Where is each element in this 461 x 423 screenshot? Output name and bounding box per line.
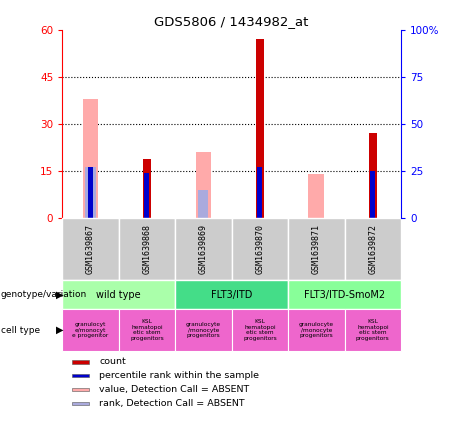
- Bar: [288, 280, 401, 309]
- Text: KSL
hematopoi
etic stem
progenitors: KSL hematopoi etic stem progenitors: [130, 319, 164, 341]
- Text: GSM1639872: GSM1639872: [368, 225, 378, 275]
- Text: cell type: cell type: [0, 422, 1, 423]
- Text: GSM1639869: GSM1639869: [199, 225, 208, 275]
- Bar: [83, 99, 98, 219]
- Bar: [175, 309, 231, 351]
- Bar: [72, 374, 89, 377]
- Text: FLT3/ITD-SmoM2: FLT3/ITD-SmoM2: [304, 290, 385, 299]
- Bar: [344, 219, 401, 280]
- Text: ▶: ▶: [56, 325, 64, 335]
- Text: count: count: [99, 357, 126, 366]
- Text: genotype/variation: genotype/variation: [0, 422, 1, 423]
- Bar: [143, 159, 151, 219]
- Bar: [62, 309, 118, 351]
- Text: GSM1639868: GSM1639868: [142, 225, 152, 275]
- Bar: [62, 219, 118, 280]
- Text: rank, Detection Call = ABSENT: rank, Detection Call = ABSENT: [99, 399, 245, 408]
- Bar: [257, 168, 262, 219]
- Bar: [118, 219, 175, 280]
- Text: ▶: ▶: [0, 422, 1, 423]
- Bar: [308, 174, 324, 219]
- Text: ▶: ▶: [0, 422, 1, 423]
- Text: cell type: cell type: [0, 422, 1, 423]
- Bar: [231, 219, 288, 280]
- Bar: [62, 280, 175, 309]
- Bar: [369, 134, 377, 219]
- Text: KSL
hematopoi
etic stem
progenitors: KSL hematopoi etic stem progenitors: [243, 319, 277, 341]
- Text: wild type: wild type: [96, 290, 141, 299]
- Bar: [144, 173, 149, 219]
- Text: granulocyte
/monocyte
progenitors: granulocyte /monocyte progenitors: [186, 322, 221, 338]
- Bar: [88, 168, 93, 219]
- Text: GSM1639867: GSM1639867: [86, 225, 95, 275]
- Bar: [370, 171, 375, 219]
- Bar: [195, 152, 211, 219]
- Bar: [175, 219, 231, 280]
- Bar: [175, 280, 288, 309]
- Text: ▶: ▶: [56, 290, 64, 299]
- Bar: [288, 309, 344, 351]
- Text: granulocyt
e/monocyt
e progenitor: granulocyt e/monocyt e progenitor: [72, 322, 109, 338]
- Text: genotype/variation: genotype/variation: [0, 422, 1, 423]
- Text: granulocyte
/monocyte
progenitors: granulocyte /monocyte progenitors: [299, 322, 334, 338]
- Text: GSM1639870: GSM1639870: [255, 225, 265, 275]
- Bar: [231, 309, 288, 351]
- Text: FLT3/ITD: FLT3/ITD: [211, 290, 252, 299]
- Bar: [198, 190, 208, 219]
- Text: KSL
hematopoi
etic stem
progenitors: KSL hematopoi etic stem progenitors: [356, 319, 390, 341]
- Bar: [256, 39, 264, 219]
- Text: cell type: cell type: [1, 326, 40, 335]
- Text: GSM1639871: GSM1639871: [312, 225, 321, 275]
- Text: percentile rank within the sample: percentile rank within the sample: [99, 371, 260, 380]
- Title: GDS5806 / 1434982_at: GDS5806 / 1434982_at: [154, 16, 309, 28]
- Bar: [85, 168, 95, 219]
- Bar: [72, 360, 89, 363]
- Bar: [118, 309, 175, 351]
- Bar: [72, 401, 89, 405]
- Text: genotype/variation: genotype/variation: [1, 290, 87, 299]
- Bar: [288, 219, 344, 280]
- Bar: [72, 388, 89, 391]
- Text: value, Detection Call = ABSENT: value, Detection Call = ABSENT: [99, 385, 249, 394]
- Bar: [344, 309, 401, 351]
